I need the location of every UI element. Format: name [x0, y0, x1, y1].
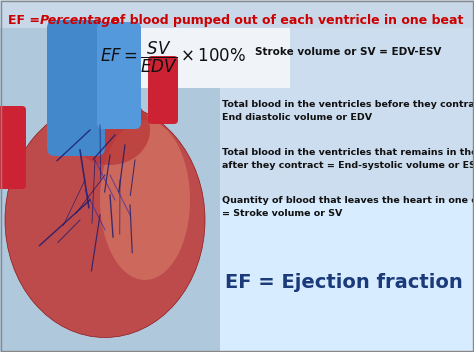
Ellipse shape — [70, 95, 150, 165]
FancyBboxPatch shape — [97, 22, 141, 129]
Text: $EF = \dfrac{SV}{EDV} \times 100\%$: $EF = \dfrac{SV}{EDV} \times 100\%$ — [100, 39, 246, 75]
Text: End diastolic volume or EDV: End diastolic volume or EDV — [222, 113, 372, 122]
Text: EF =: EF = — [8, 14, 45, 27]
FancyBboxPatch shape — [0, 106, 26, 189]
FancyBboxPatch shape — [47, 20, 105, 156]
Text: Percentage: Percentage — [40, 14, 120, 27]
Text: after they contract = End-systolic volume or ESV.: after they contract = End-systolic volum… — [222, 161, 474, 170]
FancyBboxPatch shape — [148, 56, 178, 124]
FancyBboxPatch shape — [215, 200, 474, 352]
Text: Quantity of blood that leaves the heart in one contraction: Quantity of blood that leaves the heart … — [222, 196, 474, 205]
Text: of blood pumped out of each ventricle in one beat: of blood pumped out of each ventricle in… — [107, 14, 464, 27]
Ellipse shape — [100, 120, 190, 280]
FancyBboxPatch shape — [215, 28, 474, 352]
Text: Total blood in the ventricles before they contract =: Total blood in the ventricles before the… — [222, 100, 474, 109]
FancyBboxPatch shape — [95, 28, 290, 88]
Text: Total blood in the ventricles that remains in the heart: Total blood in the ventricles that remai… — [222, 148, 474, 157]
Text: EF = Ejection fraction: EF = Ejection fraction — [225, 274, 463, 293]
Text: Stroke volume or SV = EDV-ESV: Stroke volume or SV = EDV-ESV — [255, 47, 441, 57]
FancyBboxPatch shape — [0, 28, 220, 352]
Ellipse shape — [5, 102, 205, 338]
Text: = Stroke volume or SV: = Stroke volume or SV — [222, 209, 342, 218]
